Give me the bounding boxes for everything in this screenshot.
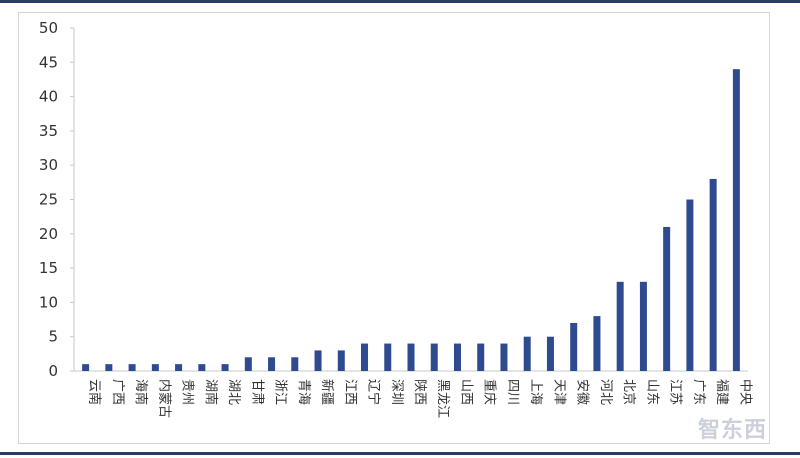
x-category-label: 安徽: [575, 379, 590, 405]
bar: [128, 364, 136, 371]
x-category-label: 湖北: [226, 379, 241, 405]
bottom-rule: [0, 452, 800, 455]
bar: [523, 336, 531, 371]
y-tick-label: 5: [48, 328, 58, 346]
x-category-label: 四川: [505, 379, 520, 405]
x-category-label: 江苏: [668, 379, 684, 405]
bar: [616, 281, 624, 371]
y-tick-label: 35: [39, 122, 58, 140]
bar: [732, 69, 740, 371]
y-tick-label: 50: [39, 19, 58, 37]
bar: [477, 343, 485, 371]
bar: [314, 350, 322, 371]
x-category-label: 青海: [296, 379, 311, 405]
x-category-label: 天津: [551, 379, 566, 405]
bar: [244, 357, 252, 371]
bar: [663, 226, 671, 371]
y-tick-label: 30: [39, 156, 58, 174]
x-category-label: 辽宁: [366, 379, 382, 405]
x-category-label: 云南: [87, 379, 103, 405]
bar: [105, 364, 113, 371]
y-tick-label: 15: [39, 259, 58, 277]
x-category-label: 甘肃: [249, 379, 264, 405]
watermark-logo: 智东西: [698, 418, 768, 443]
bar: [686, 199, 694, 371]
x-category-label: 深圳: [389, 379, 404, 405]
y-tick-label: 0: [48, 362, 58, 380]
bar: [430, 343, 438, 371]
y-tick-label: 25: [39, 191, 58, 209]
y-tick-label: 10: [39, 293, 58, 311]
bar: [639, 281, 647, 371]
x-category-label: 山东: [644, 379, 659, 405]
x-category-label: 浙江: [273, 379, 288, 405]
bar: [546, 336, 554, 371]
x-category-label: 黑龙江: [435, 379, 450, 418]
y-tick-label: 40: [39, 88, 58, 106]
x-category-label: 陕西: [412, 379, 427, 405]
bar: [175, 364, 183, 371]
x-category-label: 海南: [133, 379, 149, 405]
x-category-label: 江西: [342, 379, 357, 405]
bar: [221, 364, 229, 371]
bar: [198, 364, 206, 371]
bar: [291, 357, 299, 371]
x-category-label: 河北: [598, 379, 613, 405]
bar: [593, 316, 601, 371]
x-category-label: 广西: [110, 379, 125, 405]
bar: [570, 322, 578, 371]
bar: [337, 350, 345, 371]
bar: [361, 343, 369, 371]
y-tick-label: 20: [39, 225, 58, 243]
x-category-label: 贵州: [180, 379, 195, 405]
bar: [407, 343, 415, 371]
bar: [709, 178, 717, 371]
x-category-label: 上海: [528, 379, 543, 405]
bar: [500, 343, 508, 371]
x-category-label: 重庆: [482, 379, 498, 405]
y-tick-label: 45: [39, 53, 58, 71]
x-category-label: 广东: [691, 379, 706, 405]
x-category-label: 新疆: [319, 379, 335, 405]
x-category-label: 北京: [621, 379, 636, 405]
bar: [453, 343, 461, 371]
x-category-label: 中央: [737, 379, 752, 405]
bar: [151, 364, 159, 371]
top-rule: [0, 0, 800, 3]
x-category-label: 福建: [714, 379, 729, 405]
bar: [384, 343, 392, 371]
bar: [82, 364, 90, 371]
x-category-label: 内蒙古: [156, 379, 172, 418]
chart-frame: [18, 12, 770, 444]
x-category-label: 山西: [458, 379, 473, 405]
bar: [268, 357, 276, 371]
x-category-label: 湖南: [203, 379, 219, 405]
